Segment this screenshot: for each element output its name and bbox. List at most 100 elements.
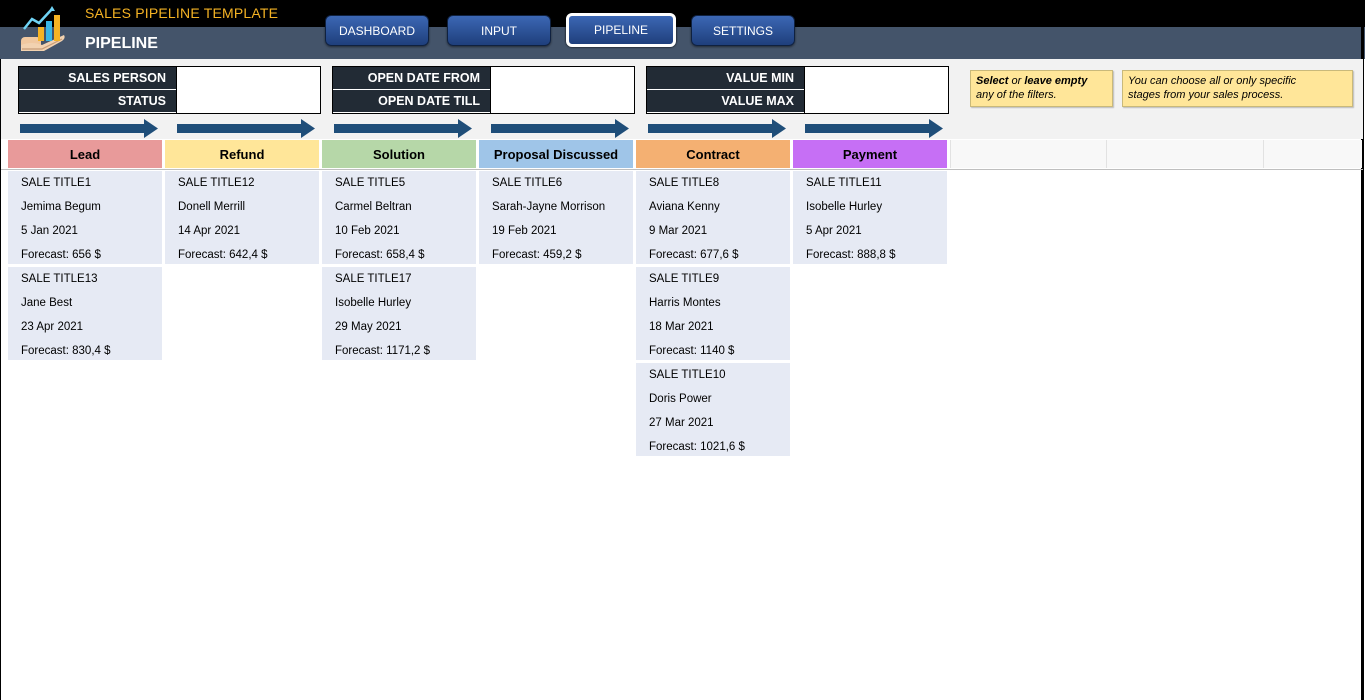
deal-person: Doris Power [649,393,712,405]
deal-card[interactable]: SALE TITLE11 Isobelle Hurley 5 Apr 2021 … [793,171,947,264]
deal-title: SALE TITLE10 [649,369,726,381]
deal-card[interactable]: SALE TITLE5 Carmel Beltran 10 Feb 2021 F… [322,171,476,264]
note-text-or: or [1008,75,1025,87]
deal-person: Harris Montes [649,297,721,309]
open-date-till-label: OPEN DATE TILL [333,90,490,113]
deal-forecast: Forecast: 459,2 $ [492,249,582,261]
deal-date: 29 May 2021 [335,321,402,333]
stage-header-lead: Lead [8,140,162,168]
deal-title: SALE TITLE5 [335,177,406,189]
nav-pipeline-button[interactable]: PIPELINE [566,13,676,47]
deal-person: Sarah-Jayne Morrison [492,201,606,213]
deal-person: Jemima Begum [21,201,101,213]
open-date-till-input[interactable] [490,90,491,113]
deal-card[interactable]: SALE TITLE1 Jemima Begum 5 Jan 2021 Fore… [8,171,162,264]
filter-group-dates: OPEN DATE FROM OPEN DATE TILL [332,66,635,114]
deal-card[interactable]: SALE TITLE6 Sarah-Jayne Morrison 19 Feb … [479,171,633,264]
deal-person: Isobelle Hurley [335,297,412,309]
note2-line1: You can choose all or only specific [1128,75,1297,87]
deal-forecast: Forecast: 658,4 $ [335,249,425,261]
nav-input-button[interactable]: INPUT [447,15,551,46]
deal-person: Donell Merrill [178,201,246,213]
status-label: STATUS [19,90,176,113]
deal-person: Isobelle Hurley [806,201,883,213]
deal-title: SALE TITLE12 [178,177,255,189]
deal-card[interactable]: SALE TITLE10 Doris Power 27 Mar 2021 For… [636,363,790,456]
deal-person: Aviana Kenny [649,201,720,213]
stage-header-proposal-discussed: Proposal Discussed [479,140,633,168]
note-bold-leave-empty: leave empty [1024,75,1088,87]
sheet-left-border [0,59,1,700]
header-top-bar [0,0,1365,27]
deal-date: 14 Apr 2021 [178,225,241,237]
deal-date: 19 Feb 2021 [492,225,557,237]
deal-card[interactable]: SALE TITLE12 Donell Merrill 14 Apr 2021 … [165,171,319,264]
sales-person-label: SALES PERSON [19,67,176,90]
deal-title: SALE TITLE13 [21,273,98,285]
sales-person-input[interactable] [176,67,177,90]
nav-dashboard-button[interactable]: DASHBOARD [325,15,429,46]
deal-forecast: Forecast: 1171,2 $ [335,345,431,357]
deal-date: 10 Feb 2021 [335,225,400,237]
stage-header-refund: Refund [165,140,319,168]
stage-header-empty [1263,140,1362,168]
stage-divider-line [1,169,1363,170]
stage-arrow-icon [177,119,315,138]
deal-title: SALE TITLE11 [806,177,882,189]
deal-card[interactable]: SALE TITLE17 Isobelle Hurley 29 May 2021… [322,267,476,360]
deal-forecast: Forecast: 830,4 $ [21,345,111,357]
deal-date: 5 Apr 2021 [806,225,862,237]
open-date-from-label: OPEN DATE FROM [333,67,490,90]
note2-line2: stages from your sales process. [1128,89,1284,101]
deal-forecast: Forecast: 888,8 $ [806,249,896,261]
deal-title: SALE TITLE1 [21,177,92,189]
deal-forecast: Forecast: 1021,6 $ [649,441,745,453]
deal-title: SALE TITLE6 [492,177,563,189]
deal-forecast: Forecast: 677,6 $ [649,249,739,261]
nav-settings-button[interactable]: SETTINGS [691,15,795,46]
value-max-label: VALUE MAX [647,90,804,113]
filter-group-person-status: SALES PERSON STATUS [18,66,321,114]
deal-card[interactable]: SALE TITLE9 Harris Montes 18 Mar 2021 Fo… [636,267,790,360]
deal-forecast: Forecast: 642,4 $ [178,249,268,261]
stage-arrow-icon [334,119,472,138]
deal-card[interactable]: SALE TITLE8 Aviana Kenny 9 Mar 2021 Fore… [636,171,790,264]
deal-date: 18 Mar 2021 [649,321,714,333]
app-title: SALES PIPELINE TEMPLATE [85,5,279,21]
stage-arrow-icon [491,119,629,138]
stage-arrow-icon [805,119,943,138]
deal-title: SALE TITLE9 [649,273,720,285]
stage-header-empty [950,140,1106,168]
deal-forecast: Forecast: 1140 $ [649,345,735,357]
deal-date: 23 Apr 2021 [21,321,84,333]
filter-group-values: VALUE MIN VALUE MAX [646,66,949,114]
deal-person: Jane Best [21,297,73,309]
open-date-from-input[interactable] [490,67,491,90]
deal-person: Carmel Beltran [335,201,412,213]
stage-arrow-icon [20,119,158,138]
note-bold-select: Select [976,75,1009,87]
deal-forecast: Forecast: 656 $ [21,249,101,261]
stage-header-empty [1106,140,1263,168]
deal-date: 9 Mar 2021 [649,225,708,237]
deal-card[interactable]: SALE TITLE13 Jane Best 23 Apr 2021 Forec… [8,267,162,360]
deal-title: SALE TITLE8 [649,177,720,189]
deal-date: 5 Jan 2021 [21,225,78,237]
deal-title: SALE TITLE17 [335,273,412,285]
page-title: PIPELINE [85,35,158,52]
value-min-label: VALUE MIN [647,67,804,90]
status-input[interactable] [176,90,177,113]
filter-hint-note: Select or leave empty any of the filters… [970,70,1113,107]
stage-header-payment: Payment [793,140,947,168]
value-max-input[interactable] [804,90,805,113]
stages-hint-note: You can choose all or only specific stag… [1122,70,1353,107]
stage-arrow-icon [648,119,786,138]
stage-header-contract: Contract [636,140,790,168]
note-text-filters: any of the filters. [976,89,1057,101]
value-min-input[interactable] [804,67,805,90]
chart-hand-logo-icon [21,6,65,51]
header-sub-bar [0,27,1365,59]
deal-date: 27 Mar 2021 [649,417,714,429]
stage-header-solution: Solution [322,140,476,168]
sheet-right-border [1361,27,1364,700]
